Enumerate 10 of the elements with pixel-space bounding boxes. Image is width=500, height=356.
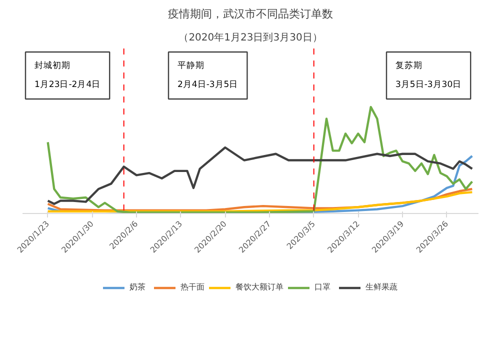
- legend-label: 餐饮大额订单: [236, 282, 284, 293]
- text: 复苏期 3月5日-3月30日: [396, 60, 462, 90]
- legend-label: 生鲜果蔬: [366, 282, 398, 293]
- legend-label: 热干面: [180, 282, 204, 293]
- text: 平静期 2月4日-3月5日: [178, 60, 238, 90]
- chart-title: 疫情期间，武汉市不同品类订单数: [168, 8, 333, 20]
- legend-label: 口罩: [314, 282, 332, 293]
- legend-label: 奶茶: [130, 282, 146, 293]
- text: 封城初期 1月23日-2月4日: [34, 60, 101, 90]
- chart-subtitle: （2020年1月23日到3月30日）: [178, 32, 322, 44]
